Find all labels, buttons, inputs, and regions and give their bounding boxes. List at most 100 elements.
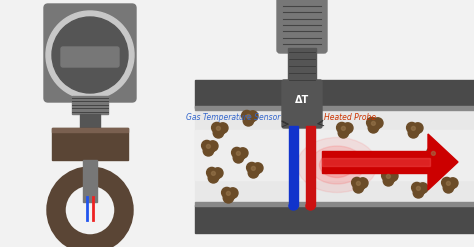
Bar bbox=[52, 128, 128, 160]
Text: Heated Probe: Heated Probe bbox=[324, 112, 376, 122]
Circle shape bbox=[218, 123, 228, 133]
Ellipse shape bbox=[297, 138, 377, 192]
Circle shape bbox=[408, 128, 419, 138]
Circle shape bbox=[232, 147, 242, 158]
Circle shape bbox=[443, 183, 454, 193]
Circle shape bbox=[447, 181, 450, 185]
Circle shape bbox=[213, 168, 223, 178]
Circle shape bbox=[357, 178, 368, 188]
Circle shape bbox=[356, 181, 360, 185]
Circle shape bbox=[235, 150, 245, 160]
Circle shape bbox=[46, 11, 134, 99]
Polygon shape bbox=[428, 134, 458, 190]
Ellipse shape bbox=[319, 152, 355, 178]
Circle shape bbox=[431, 151, 436, 155]
Circle shape bbox=[215, 125, 225, 135]
Circle shape bbox=[237, 151, 240, 155]
Text: Gas Temperature Sensor: Gas Temperature Sensor bbox=[186, 112, 280, 122]
Bar bbox=[195, 80, 474, 108]
Circle shape bbox=[210, 170, 220, 180]
Bar bbox=[52, 128, 128, 132]
Circle shape bbox=[205, 143, 215, 153]
Ellipse shape bbox=[289, 202, 298, 210]
Bar bbox=[72, 96, 108, 114]
Circle shape bbox=[243, 116, 254, 126]
FancyBboxPatch shape bbox=[44, 4, 136, 102]
Circle shape bbox=[412, 123, 423, 133]
Circle shape bbox=[222, 187, 232, 198]
Circle shape bbox=[368, 123, 379, 133]
Circle shape bbox=[433, 148, 443, 158]
Circle shape bbox=[237, 148, 248, 158]
Circle shape bbox=[447, 178, 458, 188]
Circle shape bbox=[228, 188, 238, 198]
Circle shape bbox=[411, 182, 422, 193]
Circle shape bbox=[407, 123, 417, 133]
Circle shape bbox=[248, 168, 259, 178]
Bar bbox=[80, 114, 100, 128]
Circle shape bbox=[338, 128, 348, 138]
Circle shape bbox=[246, 114, 250, 118]
Bar bbox=[289, 126, 298, 206]
Circle shape bbox=[340, 125, 350, 135]
Circle shape bbox=[253, 163, 263, 173]
Circle shape bbox=[337, 123, 347, 133]
Circle shape bbox=[52, 17, 128, 93]
Circle shape bbox=[445, 180, 455, 190]
Bar bbox=[195, 130, 474, 180]
Circle shape bbox=[211, 171, 215, 175]
Circle shape bbox=[382, 170, 392, 181]
Circle shape bbox=[366, 117, 377, 128]
Circle shape bbox=[355, 180, 365, 190]
Circle shape bbox=[245, 113, 255, 123]
Bar bbox=[195, 110, 474, 202]
Circle shape bbox=[373, 118, 383, 128]
Circle shape bbox=[428, 153, 438, 163]
Bar bbox=[322, 151, 430, 173]
Circle shape bbox=[383, 176, 393, 186]
Circle shape bbox=[223, 193, 234, 203]
Circle shape bbox=[206, 144, 210, 148]
Circle shape bbox=[246, 162, 257, 173]
Bar bbox=[288, 48, 316, 84]
Circle shape bbox=[427, 147, 437, 158]
Ellipse shape bbox=[306, 202, 315, 210]
Circle shape bbox=[415, 185, 425, 195]
FancyBboxPatch shape bbox=[277, 0, 327, 53]
Circle shape bbox=[208, 173, 219, 183]
Circle shape bbox=[430, 150, 440, 160]
FancyBboxPatch shape bbox=[282, 80, 322, 128]
Text: ΔT: ΔT bbox=[295, 95, 309, 105]
Bar bbox=[195, 205, 474, 233]
Circle shape bbox=[370, 120, 380, 130]
Circle shape bbox=[372, 121, 375, 125]
Circle shape bbox=[411, 126, 415, 130]
Circle shape bbox=[341, 126, 346, 130]
Bar bbox=[195, 202, 474, 206]
Circle shape bbox=[416, 186, 420, 190]
Circle shape bbox=[353, 183, 364, 193]
Circle shape bbox=[410, 125, 420, 135]
Circle shape bbox=[251, 166, 255, 170]
Circle shape bbox=[201, 140, 212, 151]
Circle shape bbox=[352, 177, 362, 188]
Circle shape bbox=[203, 145, 214, 156]
Circle shape bbox=[343, 123, 353, 133]
Circle shape bbox=[227, 191, 230, 195]
Bar bbox=[322, 158, 430, 166]
Circle shape bbox=[208, 141, 218, 151]
Circle shape bbox=[242, 110, 252, 121]
Circle shape bbox=[233, 153, 244, 163]
Circle shape bbox=[418, 183, 428, 193]
Circle shape bbox=[247, 111, 258, 121]
Bar bbox=[195, 106, 474, 110]
Circle shape bbox=[413, 188, 424, 198]
Circle shape bbox=[217, 126, 220, 130]
Bar bbox=[306, 126, 315, 206]
Circle shape bbox=[386, 174, 391, 178]
Circle shape bbox=[213, 128, 224, 138]
Bar bbox=[83, 160, 97, 202]
Circle shape bbox=[225, 190, 235, 200]
Circle shape bbox=[388, 171, 398, 181]
Circle shape bbox=[442, 177, 452, 188]
